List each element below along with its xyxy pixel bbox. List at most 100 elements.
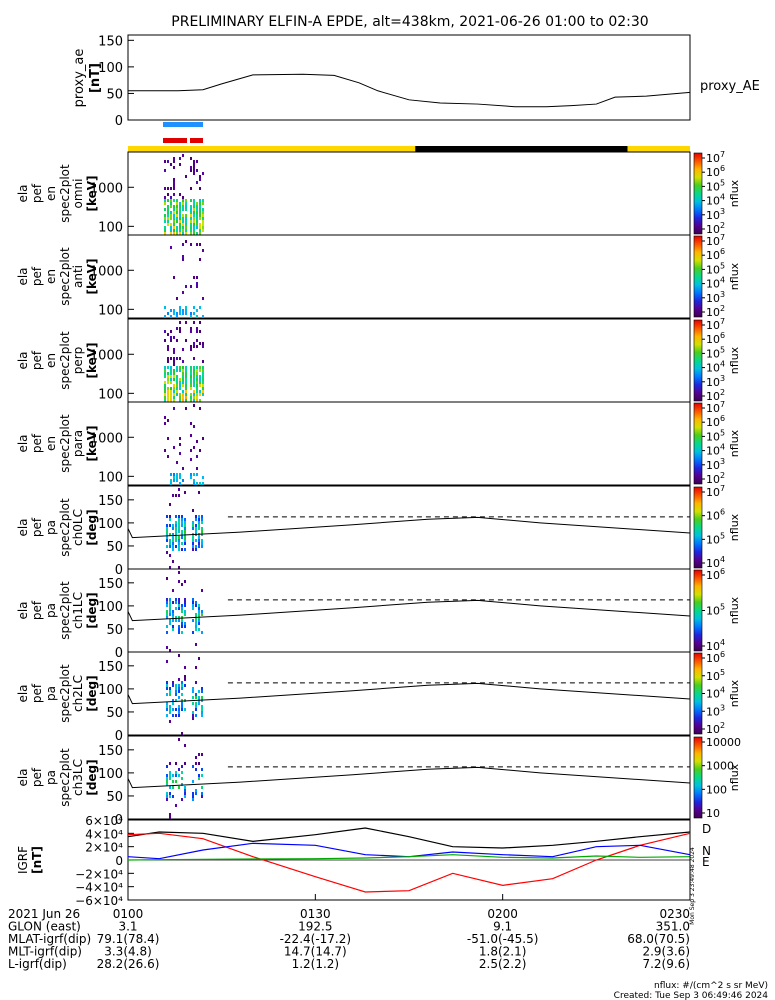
spectrogram-cell	[199, 306, 201, 309]
pitch-angle-cell	[201, 613, 203, 616]
spectrogram-cell	[190, 330, 192, 333]
pitch-angle-cell	[166, 536, 168, 539]
spectrogram-cell	[202, 476, 204, 479]
pitch-angle-cell	[201, 795, 203, 798]
colorbar	[693, 235, 703, 318]
colorbar-tick-label: 107	[706, 150, 725, 165]
pitch-angle-cell	[201, 539, 203, 542]
pitch-angle-cell	[195, 545, 197, 548]
spectrogram-cell	[173, 363, 175, 366]
spectrogram-cell	[199, 482, 201, 485]
spectrogram-cell	[193, 393, 195, 396]
pitch-angle-cell	[172, 494, 174, 497]
spectrogram-cell	[170, 196, 172, 199]
spectrogram-cell	[202, 214, 204, 217]
pitch-angle-cell	[201, 753, 203, 756]
spectrogram-cell	[202, 360, 204, 363]
pitch-angle-cell	[181, 515, 183, 518]
spectrogram-cell	[167, 345, 169, 348]
pitch-angle-cell	[195, 693, 197, 696]
pitch-angle-cell	[198, 521, 200, 524]
spectrogram-cell	[182, 393, 184, 396]
spectrogram-cell	[185, 208, 187, 211]
panel-ylabel-line: spec2plot	[58, 664, 72, 723]
spectrogram-cell	[179, 226, 181, 229]
spectrogram-cell	[176, 390, 178, 393]
pitch-angle-cell	[192, 548, 194, 551]
panel-ylabel-line: spec2plot	[58, 164, 72, 223]
pitch-angle-cell	[195, 628, 197, 631]
pitch-angle-cell	[169, 708, 171, 711]
pitch-angle-cell	[198, 607, 200, 610]
spectrogram-cell	[196, 208, 198, 211]
pitch-angle-cell	[175, 774, 177, 777]
spectrogram-cell	[182, 223, 184, 226]
spectrogram-cell	[179, 393, 181, 396]
pitch-angle-cell	[178, 566, 180, 569]
spectrogram-cell	[182, 202, 184, 205]
pitch-angle-cell	[172, 699, 174, 702]
panel-ylabel-line: spec2plot	[58, 247, 72, 306]
spectrogram-cell	[173, 217, 175, 220]
colorbar-tick-label: 104	[706, 555, 725, 570]
igrf-E-line	[127, 854, 691, 861]
pitch-angle-cell	[175, 693, 177, 696]
spectrogram-cell	[199, 232, 201, 235]
spectrogram-cell	[190, 434, 192, 437]
colorbar	[693, 569, 703, 652]
spectrogram-cell	[173, 378, 175, 381]
pitch-angle-cell	[169, 542, 171, 545]
spectrogram-cell	[179, 306, 181, 309]
spectrogram-cell	[164, 232, 166, 235]
spectrogram-cell	[167, 208, 169, 211]
pitch-angle-frame	[127, 651, 691, 736]
spectrogram-cell	[185, 232, 187, 235]
spectrogram-cell	[176, 327, 178, 330]
spectrogram-cell	[199, 375, 201, 378]
spectrogram-cell	[196, 285, 198, 288]
pitch-angle-cell	[169, 604, 171, 607]
spectrogram-cell	[193, 312, 195, 315]
pitch-angle-cell	[184, 789, 186, 792]
spectrogram-cell	[164, 387, 166, 390]
pitch-angle-cell	[172, 681, 174, 684]
spectrogram-cell	[173, 312, 175, 315]
pitch-angle-cell	[184, 613, 186, 616]
spectrogram-cell	[182, 396, 184, 399]
pitch-angle-cell	[198, 518, 200, 521]
spectrogram-cell	[164, 390, 166, 393]
colorbar	[693, 652, 703, 735]
pitch-angle-cell	[178, 536, 180, 539]
spectrogram-cell	[202, 482, 204, 485]
pitch-angle-cell	[195, 548, 197, 551]
pitch-angle-tick-label: 150	[98, 660, 123, 675]
spectrogram-cell	[196, 381, 198, 384]
pitch-angle-cell	[181, 732, 183, 735]
spectrogram-cell	[190, 232, 192, 235]
pitch-angle-cell	[172, 589, 174, 592]
pitch-angle-cell	[184, 604, 186, 607]
spectrogram-cell	[167, 217, 169, 220]
pitch-angle-cell	[172, 560, 174, 563]
igrf-D-line	[127, 832, 691, 893]
pitch-angle-cell	[198, 536, 200, 539]
ephemeris-value: 2.9(3.6)	[642, 945, 690, 959]
pitch-angle-cell	[178, 708, 180, 711]
pitch-angle-cell	[184, 622, 186, 625]
pitch-angle-cell	[195, 530, 197, 533]
pitch-angle-cell	[195, 708, 197, 711]
pitch-angle-cell	[181, 518, 183, 521]
colorbar-label: nflux	[728, 513, 741, 541]
pitch-angle-cell	[192, 536, 194, 539]
spectrogram-frame	[127, 401, 691, 486]
spectrogram-cell	[193, 226, 195, 229]
ephemeris-value: 9.1	[493, 920, 512, 934]
spectrogram-cell	[196, 232, 198, 235]
spectrogram-cell	[182, 199, 184, 202]
spectrogram-cell	[164, 202, 166, 205]
spectrogram-cell	[199, 399, 201, 402]
pitch-angle-cell	[166, 577, 168, 580]
pitch-angle-cell	[184, 548, 186, 551]
spectrogram-cell	[202, 217, 204, 220]
footer-created: Created: Tue Sep 3 06:49:46 2024	[614, 991, 769, 1000]
